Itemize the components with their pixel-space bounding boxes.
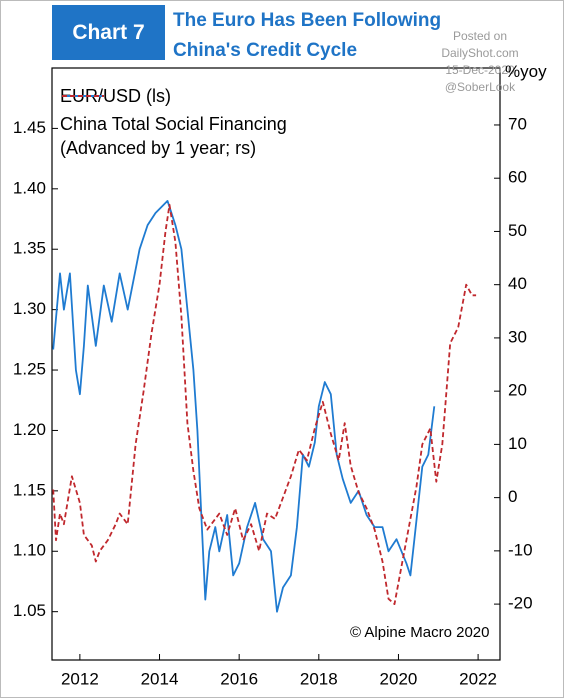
x-tick-label: 2018 — [300, 669, 338, 688]
y-tick-label: 1.35 — [13, 239, 46, 258]
y2-tick-label: 0 — [508, 487, 517, 506]
legend: EUR/USD (ls) China Total Social Financing… — [60, 84, 322, 164]
y2-tick-label: 10 — [508, 434, 527, 453]
y-tick-label: 1.15 — [13, 480, 46, 499]
y-tick-label: 1.20 — [13, 420, 46, 439]
watermark-line: Posted on — [452, 29, 508, 43]
chart-badge: Chart 7 — [52, 5, 165, 60]
y-tick-label: 1.40 — [13, 178, 46, 197]
x-tick-label: 2016 — [220, 669, 258, 688]
y2-tick-label: 70 — [508, 114, 527, 133]
credit: © Alpine Macro 2020 — [350, 624, 490, 641]
series-line — [52, 200, 436, 613]
y2-tick-label: 30 — [508, 327, 527, 346]
legend-swatch — [62, 95, 104, 97]
y-tick-label: 1.10 — [13, 541, 46, 560]
plot-frame — [51, 67, 501, 661]
y2-tick-label: 20 — [508, 381, 527, 400]
y-tick-label: 1.45 — [13, 118, 46, 137]
watermark-line: @SoberLook — [444, 80, 516, 94]
y2-tick-label: -10 — [508, 540, 533, 559]
y2-tick-label: 40 — [508, 274, 527, 293]
y2-unit: %yoy — [505, 62, 547, 81]
y-tick-label: 1.30 — [13, 299, 46, 318]
watermark-line: DailyShot.com — [441, 46, 519, 60]
y-tick-label: 1.05 — [13, 601, 46, 620]
legend-label: EUR/USD (ls) — [60, 86, 171, 106]
legend-item: China Total Social Financing (Advanced b… — [60, 95, 322, 160]
watermark: Posted on DailyShot.com 15-Dec-2020 @Sob… — [420, 28, 540, 96]
x-tick-label: 2012 — [61, 669, 99, 688]
x-tick-label: 2020 — [380, 669, 418, 688]
chart-title: The Euro Has Been Following China's Cred… — [173, 6, 441, 66]
y2-tick-label: 60 — [508, 168, 527, 187]
series-line — [52, 203, 477, 605]
y2-tick-label: -20 — [508, 594, 533, 613]
y-tick-label: 1.25 — [13, 360, 46, 379]
x-tick-label: 2014 — [141, 669, 179, 688]
x-tick-label: 2022 — [459, 669, 497, 688]
title-line: The Euro Has Been Following — [173, 10, 442, 31]
y2-tick-label: 50 — [508, 221, 527, 240]
legend-label: China Total Social Financing (Advanced b… — [60, 114, 287, 158]
watermark-line: 15-Dec-2020 — [445, 63, 515, 77]
title-line: China's Credit Cycle — [173, 40, 358, 61]
